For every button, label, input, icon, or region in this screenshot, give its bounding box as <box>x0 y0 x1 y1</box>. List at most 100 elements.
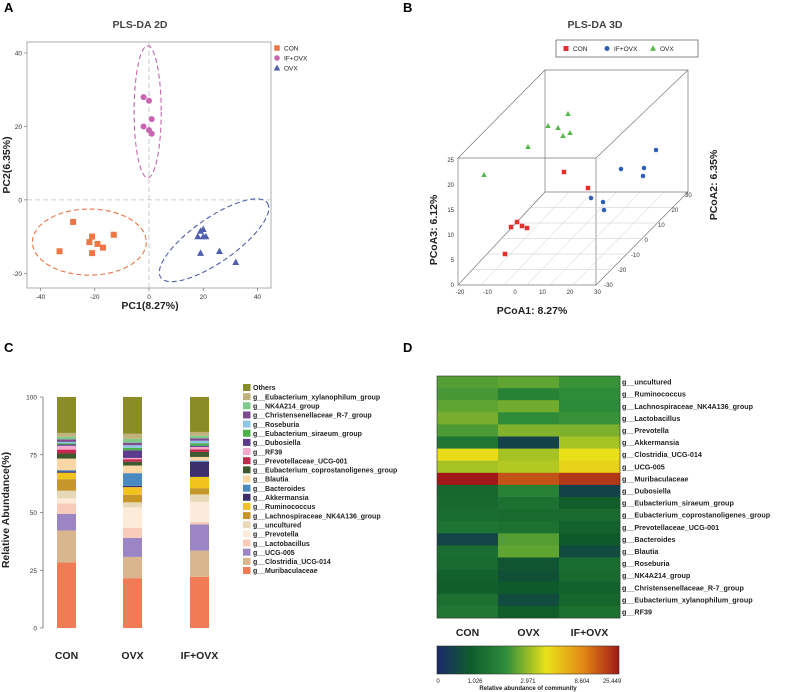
c-y-tick-label: 100 <box>26 395 37 402</box>
d-heatmap-cell <box>498 593 560 607</box>
panel-label-a: A <box>4 0 14 15</box>
c-bar-segment <box>57 503 76 514</box>
c-y-tick-label: 75 <box>30 452 38 459</box>
c-legend-label: g__Akkermansia <box>253 495 309 502</box>
c-bar-segment <box>190 435 209 439</box>
b-legend-label: CON <box>573 46 588 53</box>
b-point-con <box>561 169 567 175</box>
b-point-ovx <box>555 124 561 131</box>
d-heatmap-cell <box>498 388 560 401</box>
d-heatmap-cell <box>559 376 621 389</box>
c-legend-label: g__Eubacterium_siraeum_group <box>253 431 362 438</box>
a-x-tick-label: 0 <box>147 294 151 301</box>
c-bar-segment <box>123 494 142 503</box>
c-bar-segment <box>57 490 76 499</box>
d-colorbar-tick: 0 <box>436 679 440 685</box>
b-z-tick-label: 0 <box>451 283 455 289</box>
d-row-label: g__Blautia <box>622 547 659 556</box>
c-legend-swatch <box>243 512 251 520</box>
b-point-con <box>502 251 508 257</box>
c-bar-segment <box>190 488 209 495</box>
d-colorbar-tick: 8.604 <box>574 679 590 685</box>
d-heatmap-cell <box>437 448 499 461</box>
c-legend-swatch <box>243 548 251 556</box>
c-bar-segment <box>123 457 142 460</box>
a-point-con <box>94 240 101 247</box>
c-bar-segment <box>57 436 76 440</box>
d-heatmap-cell <box>437 424 499 437</box>
c-y-tick-label: 0 <box>33 626 37 633</box>
panel-c-stacked-bar: 0 25 50 75 100 CON OVX IF+OVX Relative Abundan… <box>0 384 397 662</box>
d-heatmap-cell <box>498 521 560 534</box>
d-heatmap-cell <box>559 448 621 461</box>
d-row-label: g__Lactobacillus <box>622 414 680 423</box>
d-colorbar-tick: 1.026 <box>467 679 483 685</box>
a-point-ovx <box>197 249 205 256</box>
d-heatmap-frame <box>436 375 621 619</box>
d-heatmap-cell <box>498 581 560 595</box>
panel-label-c: C <box>4 340 14 355</box>
a-point-ovx <box>202 232 210 240</box>
d-heatmap-cell <box>437 400 499 413</box>
b-point-ifovx <box>653 147 659 153</box>
b-point-ifovx <box>600 199 606 205</box>
b-y-tick-label: 0 <box>645 238 649 244</box>
c-bar-segment <box>123 465 142 474</box>
c-legend-label: g__Bacteroides <box>253 486 305 493</box>
panel-d-heatmap: g__uncultured g__Ruminococcus g__Lachnospi… <box>436 375 771 692</box>
d-heatmap-cell <box>498 509 560 522</box>
c-legend-label: g__Prevotella <box>253 532 299 539</box>
b-y-tick-label: -30 <box>604 283 613 289</box>
b-point-con <box>508 224 514 230</box>
panel-b-scatter-3d: PLS-DA 3D CON IF+OVX OVX -20 -10 0 10 20 30-30-… <box>428 19 720 317</box>
d-row-label: g__Akkermansia <box>622 438 680 447</box>
c-bar-segment <box>190 524 209 551</box>
d-heatmap-cell <box>498 533 560 546</box>
b-point-con <box>585 185 591 191</box>
c-legend-label: g__Roseburia <box>253 422 299 429</box>
c-bar-segment <box>123 537 142 557</box>
d-colorbar-tick: 25.449 <box>603 679 622 685</box>
d-heatmap-cell <box>498 472 560 486</box>
c-legend-swatch <box>243 530 251 538</box>
a-point-ifovx <box>146 97 152 104</box>
b-z-tick-label: 20 <box>447 183 454 189</box>
a-point-ovx <box>194 232 202 240</box>
d-heatmap-cell <box>559 460 621 474</box>
d-row-label: g__Eubacterium_coprostanoligenes_group <box>622 511 771 520</box>
c-legend-swatch <box>243 567 251 574</box>
d-heatmap-cell <box>498 497 560 510</box>
c-bar-segment <box>57 498 76 504</box>
c-bar-segment <box>190 397 209 432</box>
b-point-ifovx <box>588 195 594 201</box>
d-heatmap-cell <box>559 605 621 619</box>
d-heatmap-cell <box>437 376 499 389</box>
b-point-con <box>514 219 520 225</box>
c-bar-segment <box>190 476 209 489</box>
d-heatmap-cell <box>437 545 499 558</box>
a-ellipse-ovx <box>158 198 270 283</box>
c-bar-segment <box>123 438 142 443</box>
b-z-tick-label: 5 <box>451 258 455 264</box>
a-x-tick-label: 40 <box>254 294 262 301</box>
c-legend-swatch <box>243 557 251 565</box>
b-3d-box <box>457 69 689 286</box>
a-point-con <box>70 218 77 225</box>
c-bar-segment <box>57 444 76 446</box>
a-title: PLS-DA 2D <box>112 19 167 31</box>
d-heatmap-cell <box>498 460 560 474</box>
b-x-tick-label: 10 <box>539 290 546 296</box>
d-heatmap-cell <box>498 557 560 570</box>
b-point-ifovx <box>601 207 607 213</box>
a-y-tick-label: 0 <box>18 197 22 204</box>
c-legend-label: g__Prevotellaceae_UCG-001 <box>253 458 348 465</box>
b-point-con <box>519 223 525 229</box>
d-colorbar <box>436 645 620 675</box>
d-heatmap-cell <box>437 484 499 498</box>
b-point-ifovx <box>641 165 647 171</box>
c-x-tick-label: IF+OVX <box>181 650 219 662</box>
d-heatmap-cell <box>437 569 499 582</box>
c-bar-segment <box>57 471 76 473</box>
d-row-label: g__Clostridia_UCG-014 <box>622 450 702 459</box>
